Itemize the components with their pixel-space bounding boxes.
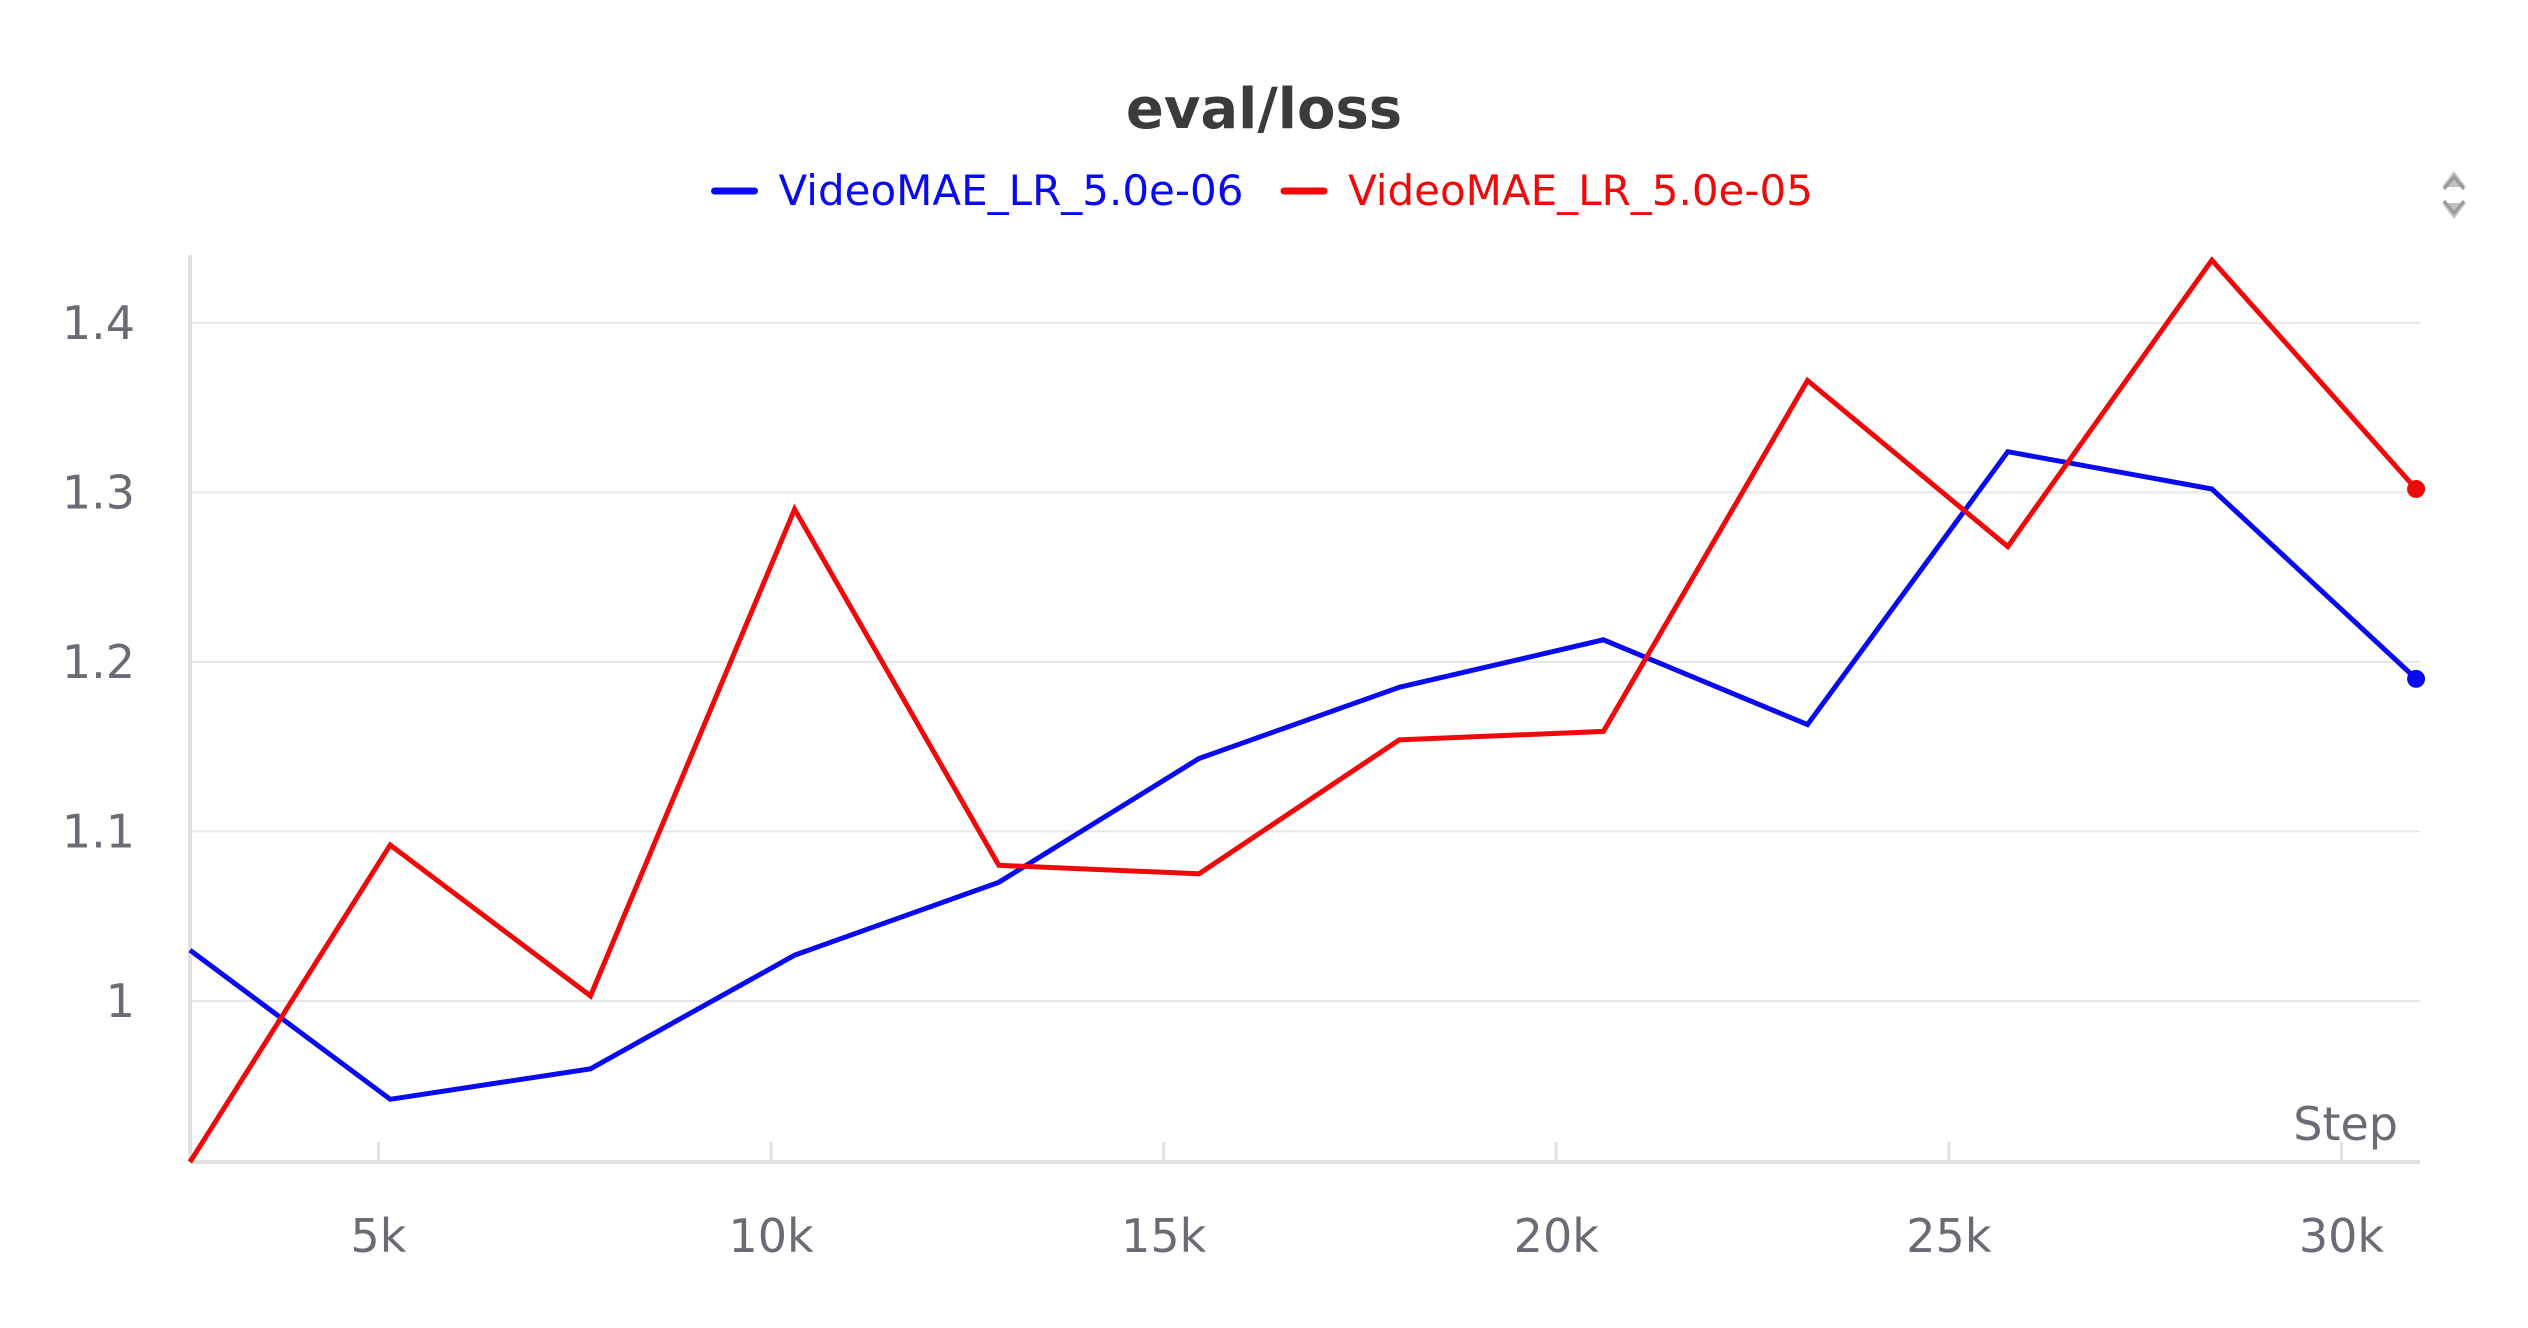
x-tick-label: 10k bbox=[728, 1209, 814, 1263]
series-end-point-0[interactable] bbox=[2407, 669, 2426, 688]
y-tick-label: 1.1 bbox=[62, 804, 135, 858]
x-tick-label: 15k bbox=[1121, 1209, 1207, 1263]
grid bbox=[190, 321, 2420, 1002]
legend-label: VideoMAE_LR_5.0e-06 bbox=[779, 166, 1244, 215]
x-tick-label: 30k bbox=[2299, 1209, 2385, 1263]
y-tick-label: 1.2 bbox=[62, 635, 135, 689]
y-tick-label: 1.4 bbox=[62, 296, 135, 350]
chart-title: eval/loss bbox=[1126, 77, 1402, 142]
legend-item[interactable]: VideoMAE_LR_5.0e-06 bbox=[711, 166, 1244, 215]
series-lines bbox=[187, 256, 2418, 1164]
x-axis-label: Step bbox=[2293, 1097, 2398, 1151]
chevron-updown-icon[interactable] bbox=[2442, 171, 2466, 219]
axes bbox=[188, 255, 2420, 1164]
series-line-1 bbox=[187, 256, 2418, 1164]
series-end-point-1[interactable] bbox=[2407, 479, 2426, 498]
y-tick-label: 1 bbox=[106, 974, 135, 1028]
x-tick-label: 25k bbox=[1906, 1209, 1992, 1263]
x-axis-ticks: 5k 10k 15k 20k 25k 30k bbox=[350, 1142, 2384, 1263]
x-tick-label: 5k bbox=[350, 1209, 406, 1263]
series-end-points bbox=[2407, 479, 2426, 688]
series-line-0 bbox=[188, 448, 2418, 1102]
y-tick-label: 1.3 bbox=[62, 465, 135, 519]
legend-label: VideoMAE_LR_5.0e-05 bbox=[1348, 166, 1813, 215]
y-axis-ticks: 1 1.1 1.2 1.3 1.4 bbox=[62, 296, 135, 1028]
x-tick-label: 20k bbox=[1514, 1209, 1600, 1263]
legend: VideoMAE_LR_5.0e-06 VideoMAE_LR_5.0e-05 bbox=[711, 166, 1813, 215]
legend-item[interactable]: VideoMAE_LR_5.0e-05 bbox=[1280, 166, 1813, 215]
